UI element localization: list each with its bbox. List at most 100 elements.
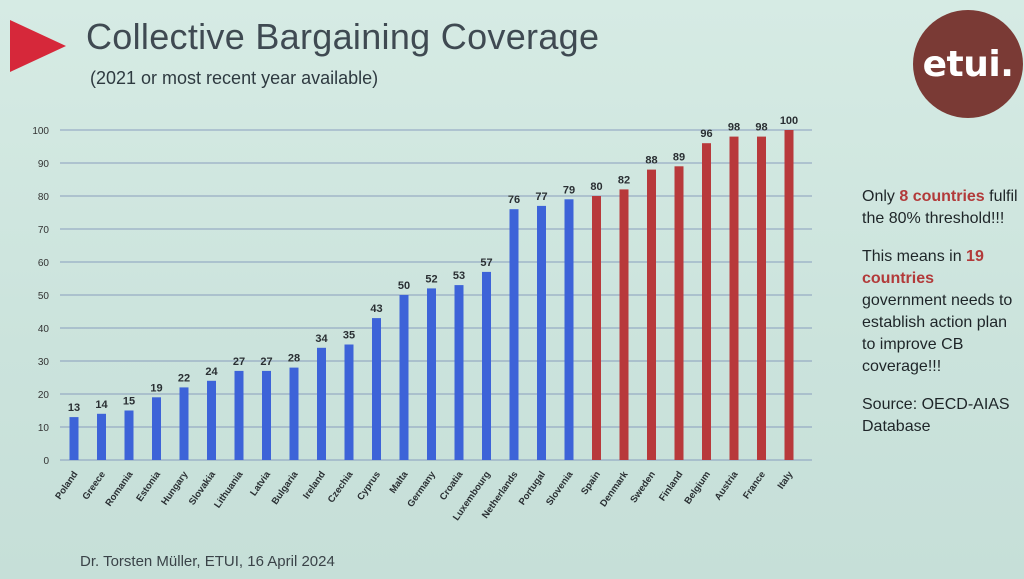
data-label: 89 — [673, 151, 685, 163]
data-label: 15 — [123, 396, 135, 408]
bar — [234, 370, 244, 460]
x-tick-label: Greece — [80, 469, 107, 502]
slide-subtitle: (2021 or most recent year available) — [90, 68, 379, 88]
note-highlight: countries — [862, 270, 935, 287]
bar — [344, 344, 354, 460]
data-label: 13 — [68, 402, 80, 414]
x-tick-label: Austria — [713, 469, 741, 503]
footer-credit: Dr. Torsten Müller, ETUI, 16 April 2024 — [80, 553, 335, 570]
x-tick-label: Ireland — [301, 469, 328, 501]
y-tick-label: 100 — [32, 126, 49, 137]
bar — [427, 288, 436, 460]
slide-title: Collective Bargaining Coverage — [86, 16, 600, 57]
x-tick-label: Spain — [579, 469, 603, 497]
x-tick-label: Cyprus — [355, 469, 383, 502]
y-tick-label: 80 — [38, 192, 50, 203]
data-label: 77 — [535, 191, 547, 203]
x-tick-label: Czechia — [326, 469, 356, 505]
bar — [262, 370, 271, 460]
data-label: 24 — [205, 366, 218, 378]
x-tick-label: Denmark — [598, 469, 631, 509]
data-label: 28 — [288, 353, 300, 365]
bar — [207, 380, 216, 460]
bar — [509, 209, 519, 460]
bar — [124, 410, 134, 460]
bar — [482, 271, 491, 460]
y-tick-label: 60 — [38, 258, 50, 269]
data-label: 53 — [453, 270, 465, 282]
y-tick-label: 10 — [38, 423, 50, 434]
bar — [757, 136, 766, 460]
data-label: 22 — [178, 372, 190, 384]
bar — [289, 367, 299, 460]
note-threshold: Only 8 countries fulfil the 80% threshol… — [862, 186, 1022, 230]
data-label: 19 — [150, 382, 162, 394]
y-tick-label: 50 — [38, 291, 50, 302]
data-label: 27 — [233, 356, 245, 368]
red-triangle-icon — [10, 20, 66, 72]
data-label: 88 — [645, 155, 657, 167]
x-tick-label: Latvia — [248, 469, 273, 498]
etui-logo: etui. — [913, 10, 1023, 118]
bar — [592, 196, 601, 460]
data-label: 76 — [508, 194, 520, 206]
logo-text: etui. — [922, 43, 1014, 85]
bar — [647, 169, 656, 460]
y-tick-label: 0 — [43, 456, 49, 467]
data-label: 98 — [728, 122, 740, 134]
x-tick-label: Poland — [53, 469, 80, 501]
data-label: 79 — [563, 184, 575, 196]
bar — [537, 205, 546, 460]
x-tick-label: Slovenia — [544, 469, 576, 508]
bar — [372, 318, 381, 460]
note-action-plan: This means in 19 countries government nee… — [862, 246, 1022, 378]
bar — [564, 199, 574, 461]
note-text: government needs to establish action pla… — [862, 292, 1013, 375]
x-tick-label: Belgium — [682, 469, 713, 506]
data-label: 14 — [95, 399, 108, 411]
data-label: 50 — [398, 280, 410, 292]
bar — [69, 417, 79, 460]
bar — [702, 143, 711, 460]
bar — [619, 189, 629, 460]
data-label: 35 — [343, 330, 355, 342]
bar — [179, 387, 189, 460]
data-label: 27 — [260, 356, 272, 368]
data-label: 52 — [425, 273, 437, 285]
y-tick-label: 90 — [38, 159, 50, 170]
bar — [454, 285, 464, 460]
y-tick-label: 70 — [38, 225, 50, 236]
y-tick-label: 30 — [38, 357, 50, 368]
x-tick-label: Finland — [657, 469, 685, 503]
notes-panel: Only 8 countries fulfil the 80% threshol… — [862, 186, 1022, 454]
bar — [317, 347, 326, 460]
note-highlight: 19 — [966, 248, 984, 265]
data-label: 82 — [618, 174, 630, 186]
x-tick-label: France — [741, 469, 768, 501]
x-tick-label: Bulgaria — [270, 469, 301, 507]
x-tick-label: Germany — [405, 469, 438, 510]
data-label: 100 — [780, 115, 798, 127]
note-source: Source: OECD-AIAS Database — [862, 396, 1010, 435]
note-text: This means in — [862, 248, 967, 265]
x-tick-label: Romania — [103, 469, 135, 509]
bar — [729, 136, 739, 460]
bar — [399, 295, 409, 460]
bar — [152, 397, 161, 460]
data-label: 57 — [480, 257, 492, 269]
note-text: fulfil the 80% threshold!!! — [862, 188, 1018, 227]
bar-chart: 0 10 20 30 40 50 60 70 80 90 100 13 Poland 14 Greece 15… — [32, 115, 812, 523]
y-tick-label: 20 — [38, 390, 50, 401]
data-label: 80 — [590, 181, 602, 193]
y-tick-label: 40 — [38, 324, 50, 335]
data-label: 96 — [700, 128, 712, 140]
x-tick-label: Malta — [388, 469, 411, 496]
data-label: 34 — [315, 333, 328, 345]
data-label: 43 — [370, 303, 382, 315]
x-tick-label: Sweden — [628, 469, 658, 505]
note-text: Only — [862, 188, 900, 205]
note-highlight: 8 countries — [899, 188, 985, 205]
x-tick-label: Lithuania — [212, 469, 246, 510]
bar — [97, 413, 106, 460]
